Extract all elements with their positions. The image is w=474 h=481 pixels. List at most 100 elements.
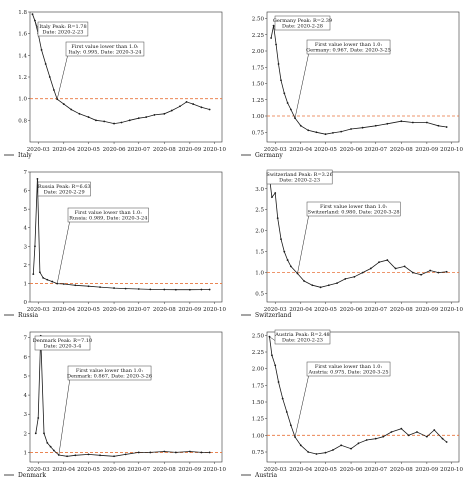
data-point <box>382 435 385 438</box>
data-point <box>437 124 440 127</box>
data-point <box>113 287 115 289</box>
data-point <box>271 196 273 199</box>
x-tick-label: 2020-05 <box>314 147 337 153</box>
data-point <box>95 119 97 122</box>
y-tick-label: 2 <box>24 263 28 269</box>
data-point <box>319 286 322 289</box>
data-point <box>124 287 127 290</box>
first-below-annotation-detail: Russia: 0.989, Date: 2020-3-24 <box>69 216 147 222</box>
first-below-annotation-box <box>67 207 149 223</box>
data-point <box>277 63 280 65</box>
y-tick-label: 1.00 <box>252 114 265 120</box>
x-tick-label: 2020-05 <box>314 307 337 313</box>
x-tick-label: 2020-03 <box>27 307 50 313</box>
data-point <box>120 121 123 124</box>
data-point <box>283 250 286 253</box>
x-tick-label: 2020-03 <box>27 467 50 473</box>
first-below-annotation-leader <box>294 51 310 119</box>
x-tick-label: 2020-03 <box>264 307 287 313</box>
data-point <box>40 49 43 51</box>
plot-frame <box>266 11 460 143</box>
x-tick-label: 2020-09 <box>415 147 438 153</box>
x-tick-label: 2020-03 <box>27 147 50 153</box>
data-point <box>42 276 45 279</box>
data-point <box>38 271 41 274</box>
data-point <box>46 278 49 281</box>
plot-frame <box>29 331 223 463</box>
first-below-annotation-detail: Switzerland: 0.980, Date: 2020-3-28 <box>308 210 400 216</box>
first-below-annotation-label: First value lower than 1.0: <box>320 204 388 210</box>
x-tick-label: 2020-04 <box>289 307 312 313</box>
data-point <box>271 354 273 357</box>
data-point <box>361 271 364 274</box>
y-tick-label: 1.4 <box>18 53 27 59</box>
y-tick-label: 1.8 <box>18 10 27 16</box>
data-point <box>332 449 334 451</box>
data-point <box>400 120 403 123</box>
data-point <box>34 432 37 435</box>
y-tick-label: 2 <box>24 431 28 437</box>
data-point <box>280 79 282 82</box>
x-tick-label: 2020-04 <box>289 467 312 473</box>
x-tick-label: 2020-08 <box>390 307 413 313</box>
x-tick-label: 2020-04 <box>52 307 75 313</box>
data-point <box>374 437 377 440</box>
x-tick-label: 2020-07 <box>127 147 150 153</box>
data-point <box>327 284 330 287</box>
x-tick-label: 2020-09 <box>415 307 438 313</box>
data-point <box>275 43 277 46</box>
x-tick-label: 2020-09 <box>178 307 201 313</box>
data-point <box>411 271 414 274</box>
data-point <box>307 451 310 453</box>
x-tick-label: 2020-10 <box>203 147 226 153</box>
data-point <box>149 451 152 454</box>
first-below-annotation-label: First value lower than 1.0: <box>315 364 383 370</box>
peak-annotation-label: Russia Peak: R=6.63 <box>38 184 91 190</box>
data-point <box>311 284 314 287</box>
data-point <box>44 63 47 65</box>
peak-annotation-box <box>266 169 333 185</box>
legend-label: Denmark <box>18 472 46 479</box>
x-tick-label: 2020-10 <box>440 147 463 153</box>
plot-frame <box>266 171 460 303</box>
data-point <box>425 435 428 438</box>
x-tick-label: 2020-09 <box>178 147 201 153</box>
legend-label: Germany <box>255 152 283 159</box>
y-tick-label: 1 <box>24 450 28 456</box>
peak-annotation-detail: Date: 2020-2-28 <box>282 24 323 30</box>
y-tick-label: 4 <box>24 226 28 232</box>
data-point <box>365 439 368 441</box>
first-below-annotation-label: First value lower than 1.0: <box>71 44 139 50</box>
data-point <box>99 454 101 457</box>
data-point <box>62 103 65 105</box>
data-point <box>350 128 352 130</box>
data-point <box>433 429 436 431</box>
data-point <box>149 288 152 291</box>
data-point <box>445 441 448 443</box>
y-tick-label: 1.0 <box>18 97 27 103</box>
peak-annotation-detail: Date: 2020-3-4 <box>44 344 82 350</box>
plot-frame <box>266 331 460 463</box>
peak-annotation-box <box>274 15 331 31</box>
data-point <box>52 449 55 452</box>
peak-annotation-label: Austria Peak: R=2.48 <box>274 332 329 338</box>
data-point <box>137 451 140 454</box>
legend-label: Austria <box>254 472 277 479</box>
x-tick-label: 2020-08 <box>153 307 176 313</box>
data-point <box>208 288 211 291</box>
legend-label: Switzerland <box>255 312 292 319</box>
data-point <box>192 103 195 105</box>
data-point <box>394 267 397 270</box>
data-point <box>361 126 364 129</box>
first-below-annotation-label: First value lower than 1.0: <box>75 210 143 216</box>
data-point <box>208 451 211 454</box>
first-below-annotation-box <box>306 39 391 55</box>
data-point <box>437 271 440 274</box>
y-tick-label: 6 <box>24 189 28 195</box>
y-tick-label: 2.25 <box>252 350 265 356</box>
series-line <box>269 177 447 288</box>
y-tick-label: 1.0 <box>255 271 264 277</box>
data-point <box>374 124 377 127</box>
x-tick-label: 2020-05 <box>77 307 100 313</box>
